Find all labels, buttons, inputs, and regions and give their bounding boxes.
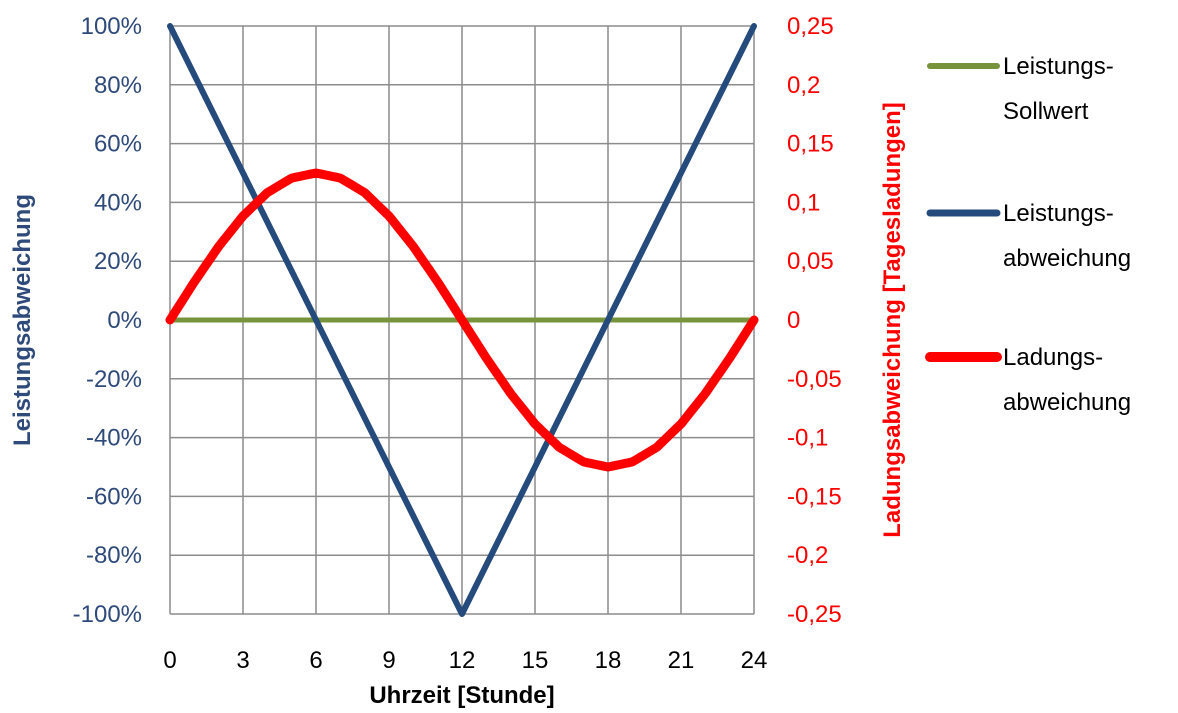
series-line-ladungsabweichung xyxy=(165,168,759,472)
x-tick-label: 18 xyxy=(595,647,622,674)
x-tick-label: 12 xyxy=(449,647,476,674)
x-tick-label: 21 xyxy=(668,647,695,674)
y-left-tick-label: -100% xyxy=(73,601,142,628)
legend-label: abweichung xyxy=(1003,389,1131,416)
y-right-tick-label: -0,1 xyxy=(787,425,828,452)
y-left-tick-label: 60% xyxy=(94,131,142,158)
y-left-tick-label: -20% xyxy=(86,366,142,393)
y-axis-left-title: Leistungsabweichung xyxy=(9,194,36,446)
y-left-tick-label: 80% xyxy=(94,72,142,99)
y-right-tick-label: 0,15 xyxy=(787,131,834,158)
x-tick-label: 6 xyxy=(309,647,322,674)
y-right-tick-label: 0,05 xyxy=(787,248,834,275)
y-right-tick-label: 0,25 xyxy=(787,13,834,40)
legend-label: Ladungs- xyxy=(1003,344,1103,371)
series-line-leistungsabweichung xyxy=(167,23,757,617)
x-tick-label: 0 xyxy=(163,647,176,674)
y-right-tick-label: 0,1 xyxy=(787,189,820,216)
x-tick-label: 3 xyxy=(236,647,249,674)
tick-labels: 100% 80% 60% 40% 20% 0% -20% -40% -60% -80% -100% 0… xyxy=(73,13,842,674)
y-left-tick-label: 40% xyxy=(94,189,142,216)
x-tick-label: 9 xyxy=(382,647,395,674)
y-right-tick-label: -0,05 xyxy=(787,366,842,393)
y-axis-right-title: Ladungsabweichung [Tagesladungen] xyxy=(879,102,906,538)
x-tick-label: 15 xyxy=(522,647,549,674)
y-right-tick-label: -0,15 xyxy=(787,483,842,510)
y-right-tick-label: 0 xyxy=(787,307,800,334)
y-right-tick-label: -0,25 xyxy=(787,601,842,628)
legend: Leistungs- Sollwert Leistungs-abweichung La… xyxy=(925,53,1131,416)
y-left-tick-label: 0% xyxy=(107,307,142,334)
y-right-tick-label: 0,2 xyxy=(787,72,820,99)
y-right-tick-label: -0,2 xyxy=(787,542,828,569)
y-left-tick-label: -80% xyxy=(86,542,142,569)
legend-label: Sollwert xyxy=(1003,98,1089,125)
legend-label: abweichung xyxy=(1003,245,1131,272)
y-left-tick-label: -40% xyxy=(86,425,142,452)
y-left-tick-label: 20% xyxy=(94,248,142,275)
legend-label: Leistungs- xyxy=(1003,200,1114,227)
x-axis-title: Uhrzeit [Stunde] xyxy=(369,682,554,709)
series-layer xyxy=(165,23,759,617)
y-left-tick-label: 100% xyxy=(81,13,142,40)
x-tick-label: 24 xyxy=(741,647,768,674)
y-left-tick-label: -60% xyxy=(86,483,142,510)
legend-label: Leistungs- xyxy=(1003,53,1114,80)
